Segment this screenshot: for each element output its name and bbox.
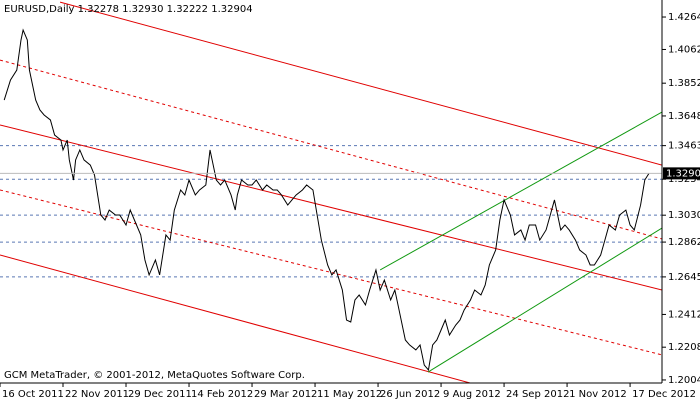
y-tick-label: 1.38520: [668, 78, 700, 89]
channel-line: [379, 111, 662, 271]
x-tick-label: 14 Feb 2012: [191, 389, 253, 400]
x-tick-label: 16 Oct 2011: [2, 389, 64, 400]
price-line: [3, 28, 650, 372]
y-tick-label: 1.22080: [668, 342, 700, 353]
footer: GCM MetaTrader, © 2001-2012, MetaQuotes …: [4, 370, 305, 381]
y-tick-label: 1.24120: [668, 309, 700, 320]
x-tick-label: 29 Dec 2011: [128, 389, 192, 400]
x-tick-label: 26 Jun 2012: [380, 389, 440, 400]
y-tick-label: 1.40620: [668, 44, 700, 55]
channel-line: [59, 1, 662, 166]
x-tick-label: 1 Nov 2012: [569, 389, 627, 400]
y-tick-label: 1.42640: [668, 12, 700, 23]
level-label: 1.30300: [668, 210, 700, 221]
chart-title: EURUSD,Daily 1.32278 1.32930 1.32222 1.3…: [4, 4, 253, 15]
level-label: 1.32540: [668, 174, 700, 185]
x-tick-label: 29 Mar 2012: [254, 389, 317, 400]
level-label: 1.26457: [668, 272, 700, 283]
x-tick-label: 17 Dec 2012: [632, 389, 696, 400]
x-tick-label: 11 May 2012: [317, 389, 382, 400]
x-tick-label: 9 Aug 2012: [443, 389, 501, 400]
plot-area: [0, 1, 662, 383]
y-tick-label: 1.36480: [668, 111, 700, 122]
channel-line: [0, 124, 662, 291]
x-tick-label: 22 Nov 2011: [65, 389, 129, 400]
channel-line: [427, 227, 662, 373]
y-tick-label: 1.20040: [668, 375, 700, 386]
level-label: 1.28625: [668, 237, 700, 248]
x-tick-label: 24 Sep 2012: [506, 389, 569, 400]
last-price-label: 1.32904: [666, 168, 700, 179]
last-price-box: [663, 167, 700, 180]
channel-line: [0, 254, 471, 383]
